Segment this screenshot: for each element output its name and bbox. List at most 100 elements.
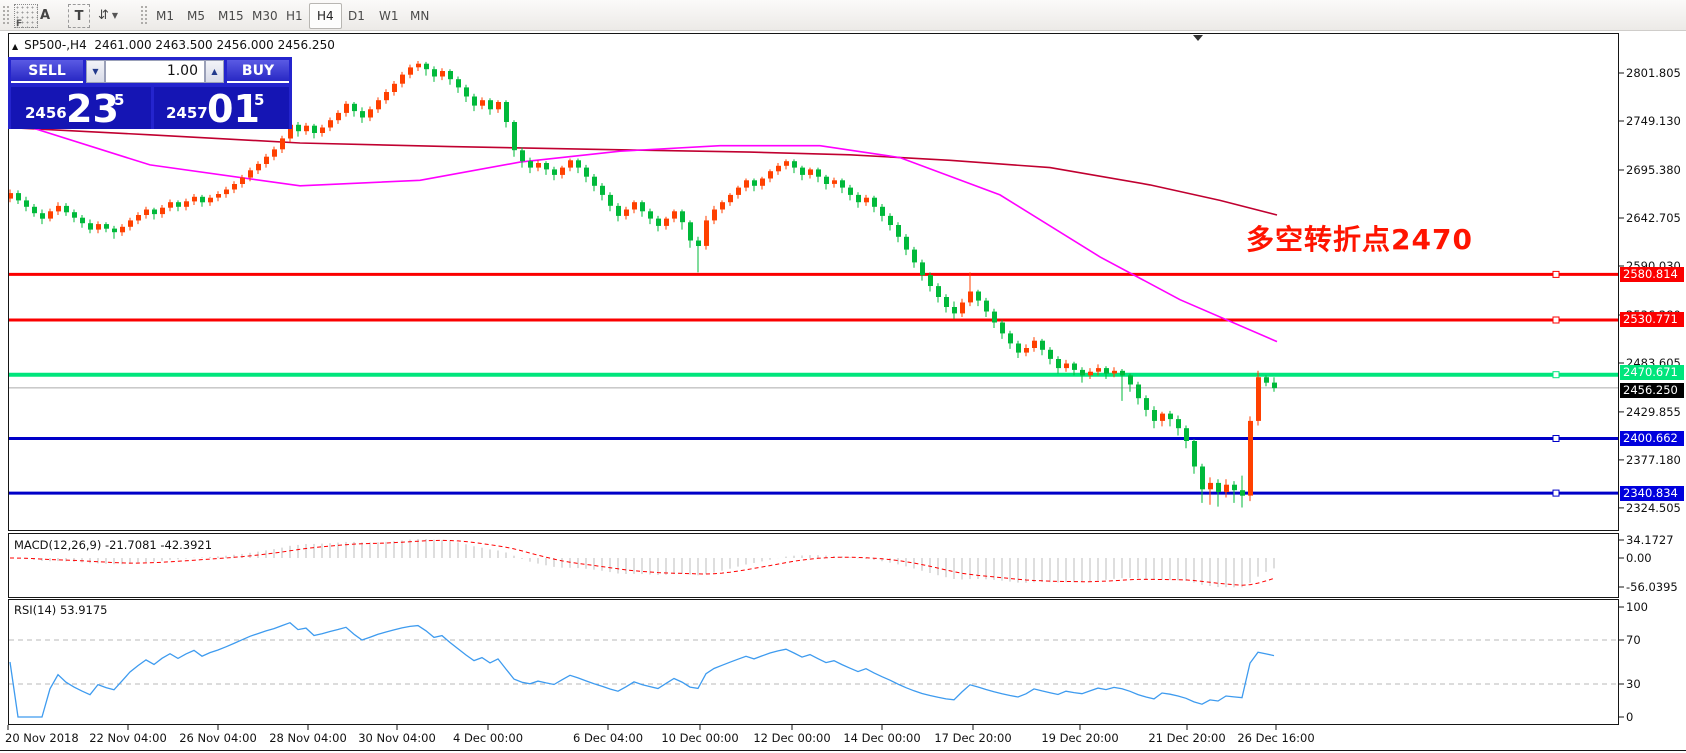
hline-handle[interactable]: [1552, 371, 1560, 379]
candle-body: [888, 215, 893, 225]
volume-decrease-button[interactable]: ▼: [86, 60, 105, 83]
timeframe-button-MN[interactable]: MN: [410, 9, 430, 23]
candle-body: [560, 167, 565, 175]
candle-body: [1224, 484, 1229, 492]
sell-button[interactable]: SELL: [11, 60, 83, 83]
candle-body: [520, 150, 525, 162]
candle-body: [448, 71, 453, 80]
candle-body: [568, 160, 573, 168]
candle-body: [800, 167, 805, 175]
hline-handle[interactable]: [1552, 316, 1560, 324]
buy-button[interactable]: BUY: [227, 60, 289, 83]
timeframe-button-D1[interactable]: D1: [348, 9, 365, 23]
candle-body: [40, 213, 45, 219]
candle-body: [96, 224, 101, 230]
candle-body: [592, 176, 597, 186]
price-axis-label: 2429.855: [1626, 404, 1681, 419]
candle-body: [1032, 340, 1037, 348]
indicator-scale-label: 0.00: [1626, 551, 1652, 565]
candle-body: [9, 193, 13, 199]
volume-input[interactable]: 1.00: [105, 60, 205, 83]
candle-body: [128, 220, 133, 227]
candle-body: [1208, 482, 1213, 490]
candle-body: [656, 218, 661, 226]
sell-price-box[interactable]: 2456 23 5: [11, 87, 151, 129]
toolbar-grabber[interactable]: [2, 5, 10, 25]
time-axis-label: 22 Nov 04:00: [89, 731, 167, 745]
hline-handle[interactable]: [1552, 270, 1560, 278]
price-tag-2530.771: 2530.771: [1620, 312, 1684, 328]
timeframe-button-H1[interactable]: H1: [286, 9, 303, 23]
one-click-trading-panel: SELL ▼ 1.00 ▲ BUY 2456 23 5 2457 01 5: [8, 57, 292, 129]
buy-price-box[interactable]: 2457 01 5: [154, 87, 289, 129]
price-axis-label: 2801.805: [1626, 66, 1681, 80]
collapse-arrow-icon[interactable]: ▲: [12, 42, 19, 51]
macd-label: MACD(12,26,9) -21.7081 -42.3921: [14, 538, 213, 552]
candle-body: [336, 112, 341, 121]
volume-increase-button[interactable]: ▲: [205, 60, 224, 83]
candle-body: [1088, 371, 1093, 376]
candle-body: [56, 205, 61, 212]
candle-body: [808, 169, 813, 175]
timeframe-button-W1[interactable]: W1: [379, 9, 399, 23]
timeframe-toolbar-grabber[interactable]: [140, 5, 148, 25]
candle-body: [624, 209, 629, 216]
candle-body: [1152, 410, 1157, 421]
time-axis-label: 26 Dec 16:00: [1237, 731, 1315, 745]
candle-body: [144, 209, 149, 215]
candle-body: [1168, 413, 1173, 420]
candle-body: [488, 100, 493, 110]
time-axis-label: 26 Nov 04:00: [179, 731, 257, 745]
price-axis-label: 2642.705: [1626, 210, 1681, 225]
candle-body: [616, 205, 621, 216]
candle-body: [240, 177, 245, 184]
candle-body: [48, 211, 53, 219]
price-axis-label: 2324.505: [1626, 500, 1681, 515]
hline-handle[interactable]: [1552, 489, 1560, 497]
candle-body: [784, 161, 789, 166]
candle-body: [792, 161, 797, 168]
candle-body: [632, 202, 637, 210]
candle-body: [1056, 359, 1061, 369]
price-axis-label: 2377.180: [1626, 452, 1681, 467]
candle-body: [464, 87, 469, 97]
text-a-icon[interactable]: A: [40, 7, 51, 23]
candle-body: [1200, 466, 1205, 490]
candle-body: [216, 194, 221, 198]
candle-body: [824, 176, 829, 184]
timeframe-button-M30[interactable]: M30: [252, 9, 278, 23]
timeframe-button-M15[interactable]: M15: [218, 9, 244, 23]
candle-body: [928, 275, 933, 286]
candle-body: [480, 100, 485, 106]
candle-body: [1040, 340, 1045, 350]
timeframe-button-H4[interactable]: H4: [309, 3, 342, 29]
candle-body: [400, 74, 405, 84]
candle-body: [120, 226, 125, 233]
candle-body: [728, 194, 733, 203]
indicator-scale-label: 100: [1626, 600, 1648, 614]
hline-handle[interactable]: [1552, 435, 1560, 442]
timeframe-button-M5[interactable]: M5: [187, 9, 205, 23]
arrange-arrows-icon[interactable]: ⇵ ▼: [98, 7, 119, 23]
indicator-grid-icon[interactable]: F: [14, 4, 38, 29]
candle-body: [600, 185, 605, 195]
price-tag-2470.671: 2470.671: [1620, 365, 1684, 381]
timeframe-button-M1[interactable]: M1: [156, 9, 174, 23]
candle-body: [952, 307, 957, 314]
candle-body: [840, 180, 845, 188]
candle-body: [992, 311, 997, 323]
candle-body: [720, 202, 725, 210]
text-label-icon[interactable]: T: [68, 4, 90, 28]
candle-body: [536, 163, 541, 168]
candle-body: [1144, 398, 1149, 410]
candle-body: [1008, 333, 1013, 344]
chart-shift-marker[interactable]: [1193, 35, 1203, 41]
candle-body: [64, 205, 69, 213]
slow-ma: [9, 126, 1278, 216]
chevron-down-icon[interactable]: ▼: [111, 10, 119, 20]
candle-body: [712, 209, 717, 221]
symbol-period: SP500-,H4: [24, 38, 87, 52]
price-tag-2400.662: 2400.662: [1620, 431, 1684, 447]
indicator-scale-label: -56.0395: [1626, 580, 1678, 594]
